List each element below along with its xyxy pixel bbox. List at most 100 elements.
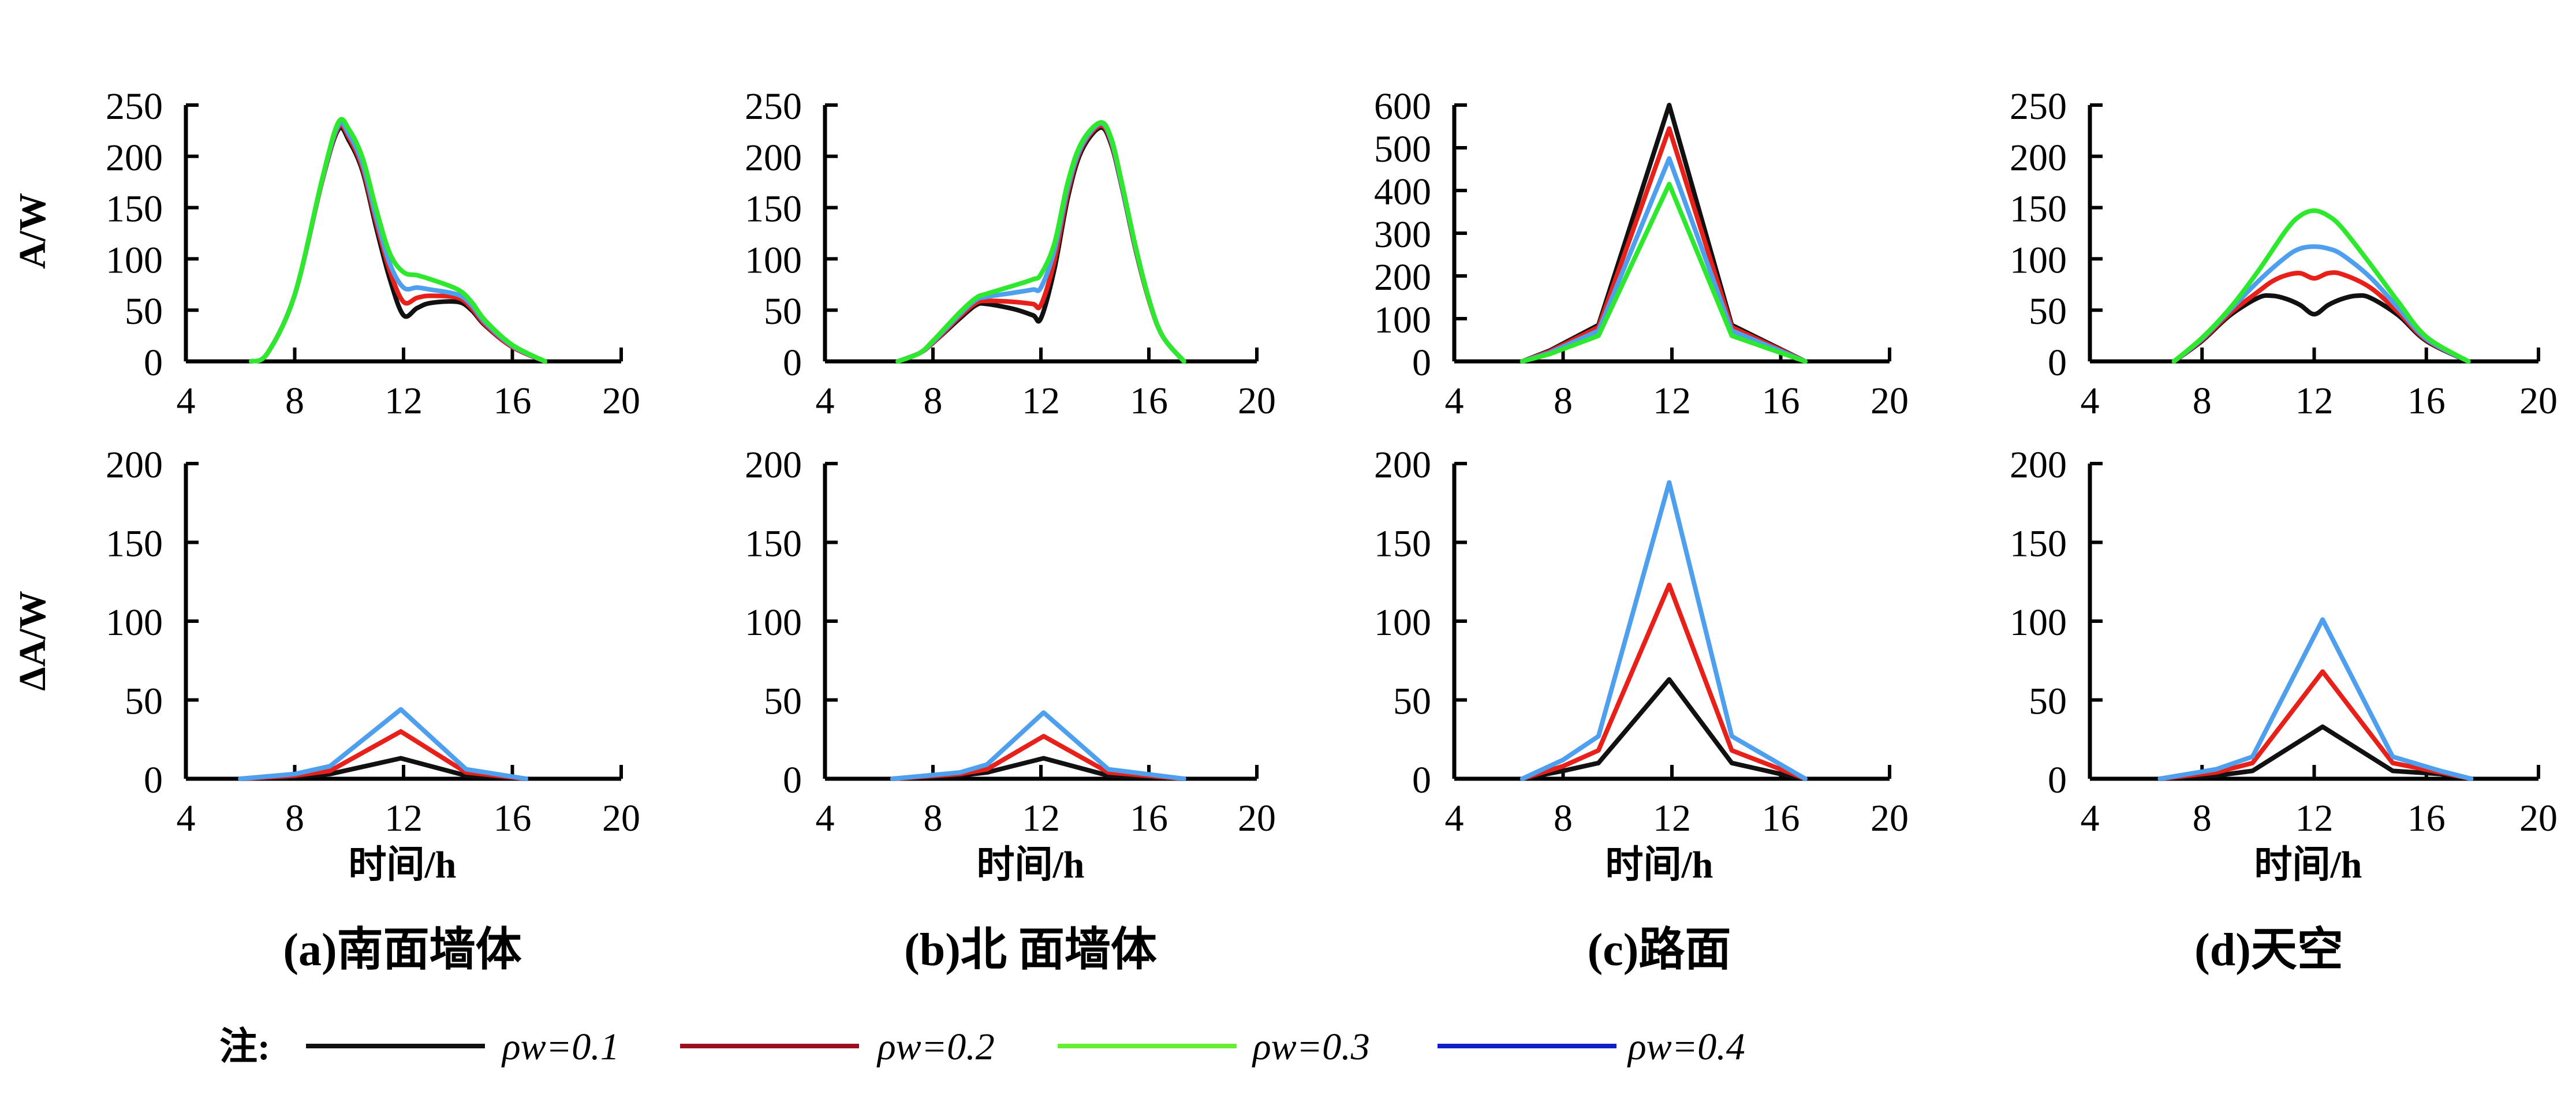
x-tick-label: 4 (177, 380, 196, 422)
x-tick-label: 16 (494, 380, 532, 422)
y-tick-label: 0 (1412, 759, 1431, 801)
x-tick-label: 16 (2407, 797, 2446, 839)
y-tick-label: 100 (745, 602, 802, 644)
y-tick-label: 50 (125, 681, 163, 723)
y-tick-label: 200 (1374, 444, 1431, 486)
legend: 注: ρw=0.1 ρw=0.2 ρw=0.3 ρw=0.4 (219, 1026, 1745, 1068)
x-tick-label: 20 (2519, 380, 2558, 422)
x-tick-label: 12 (384, 380, 423, 422)
series-line-rho-0.4 (890, 710, 1186, 781)
x-tick-label: 4 (816, 797, 835, 839)
chart-a-top: 0 50 100 150 200 250 4 8 12 16 20 (106, 85, 640, 422)
y-tick-label: 200 (1374, 256, 1431, 298)
series-line-rho-0.3 (249, 117, 548, 364)
chart-a-bottom: 0 50 100 150 200 4 8 12 16 20 (106, 444, 640, 839)
y-tick-label: 100 (2010, 602, 2067, 644)
x-tick-label: 20 (1238, 797, 1276, 839)
y-tick-label: 100 (745, 239, 802, 281)
y-tick-label: 50 (2029, 681, 2067, 723)
series-line-rho-0.2 (1520, 126, 1808, 364)
x-tick-label: 20 (1871, 797, 1909, 839)
legend-label-0.1: ρw=0.1 (501, 1026, 619, 1068)
y-tick-label: 150 (1374, 523, 1431, 565)
chart-c-bottom: 0 50 100 150 200 4 8 12 16 20 (1374, 444, 1909, 839)
series-line-rho-0.4 (2171, 244, 2471, 364)
x-axis-label-b: 时间/h (976, 844, 1084, 886)
y-tick-label: 0 (144, 342, 163, 384)
x-tick-label: 8 (285, 380, 304, 422)
series-line-rho-0.4 (895, 121, 1186, 364)
x-tick-label: 4 (2081, 380, 2100, 422)
x-tick-label: 8 (1554, 380, 1573, 422)
caption-c: (c)路面 (1588, 925, 1731, 976)
legend-label-0.2: ρw=0.2 (876, 1026, 995, 1068)
x-tick-label: 8 (1554, 797, 1573, 839)
x-tick-label: 8 (285, 797, 304, 839)
series-line-rho-0.1 (2171, 293, 2471, 364)
x-tick-label: 12 (384, 797, 423, 839)
series-line-rho-0.4 (249, 120, 548, 364)
y-tick-label: 0 (1412, 342, 1431, 384)
y-tick-label: 50 (2029, 290, 2067, 333)
x-axis-label-c: 时间/h (1605, 844, 1713, 886)
y-tick-label: 400 (1374, 171, 1431, 213)
x-tick-label: 20 (2519, 797, 2558, 839)
x-tick-label: 20 (1238, 380, 1276, 422)
y-tick-label: 200 (106, 137, 163, 179)
x-tick-label: 12 (1653, 380, 1691, 422)
series-line-rho-0.2 (1520, 582, 1808, 781)
x-tick-label: 12 (1022, 797, 1060, 839)
x-tick-label: 8 (924, 380, 943, 422)
y-tick-label: 500 (1374, 128, 1431, 170)
x-tick-label: 16 (2407, 380, 2446, 422)
series-line-rho-0.3 (1520, 181, 1808, 364)
series-line-rho-0.4 (1520, 156, 1808, 364)
y-tick-label: 50 (764, 290, 802, 333)
x-tick-label: 12 (2295, 380, 2334, 422)
y-tick-label: 150 (106, 523, 163, 565)
x-tick-label: 8 (2193, 797, 2212, 839)
y-tick-label: 150 (745, 188, 802, 230)
y-tick-label: 100 (2010, 239, 2067, 281)
y-tick-label: 100 (1374, 602, 1431, 644)
y-tick-label: 200 (2010, 137, 2067, 179)
y-tick-label: 200 (745, 137, 802, 179)
x-tick-label: 20 (1871, 380, 1909, 422)
x-axis-label-d: 时间/h (2254, 844, 2362, 886)
y-tick-label: 250 (2010, 85, 2067, 128)
x-tick-label: 4 (177, 797, 196, 839)
y-tick-label: 200 (2010, 444, 2067, 486)
series-line-rho-0.2 (2171, 270, 2471, 364)
series-line-rho-0.3 (895, 120, 1186, 364)
y-tick-label: 100 (1374, 299, 1431, 341)
x-tick-label: 12 (1653, 797, 1691, 839)
y-tick-label: 300 (1374, 214, 1431, 256)
x-tick-label: 8 (924, 797, 943, 839)
y-tick-label: 150 (106, 188, 163, 230)
y-tick-label: 600 (1374, 85, 1431, 128)
x-tick-label: 12 (1022, 380, 1060, 422)
x-tick-label: 4 (816, 380, 835, 422)
x-tick-label: 8 (2193, 380, 2212, 422)
y-tick-label: 150 (2010, 188, 2067, 230)
x-tick-label: 4 (1445, 380, 1464, 422)
x-tick-label: 12 (2295, 797, 2334, 839)
caption-a: (a)南面墙体 (283, 925, 521, 976)
series-line-rho-0.3 (2171, 208, 2471, 364)
chart-b-bottom: 0 50 100 150 200 4 8 12 16 20 (745, 444, 1276, 839)
x-axis-label-a: 时间/h (348, 844, 456, 886)
series-line-rho-0.4 (238, 707, 529, 781)
y-tick-label: 100 (106, 602, 163, 644)
y-tick-label: 0 (783, 759, 802, 801)
caption-d: (d)天空 (2194, 925, 2343, 976)
y-tick-label: 0 (2048, 342, 2067, 384)
legend-label-0.4: ρw=0.4 (1627, 1026, 1745, 1068)
y-tick-label: 150 (2010, 523, 2067, 565)
chart-d-top: 0 50 100 150 200 250 4 8 12 16 20 (2010, 85, 2558, 422)
y-tick-label: 0 (2048, 759, 2067, 801)
y-tick-label: 50 (764, 681, 802, 723)
x-tick-label: 16 (1762, 380, 1800, 422)
